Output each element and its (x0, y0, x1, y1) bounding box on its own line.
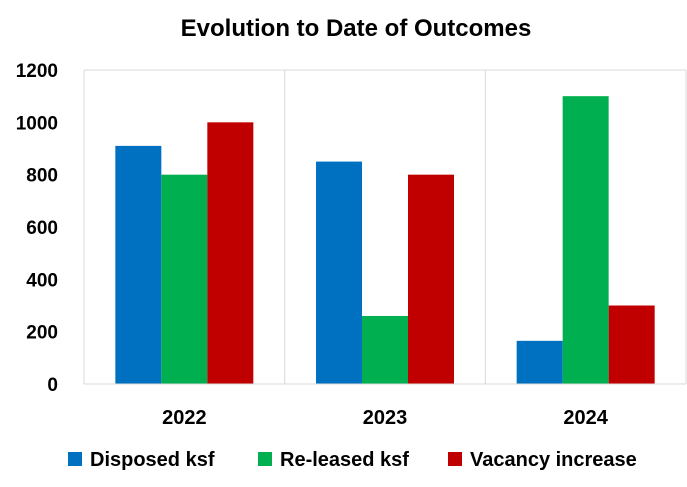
y-tick-label: 1000 (16, 113, 58, 134)
legend-label: Vacancy increase (470, 449, 637, 471)
x-tick-label: 2024 (563, 407, 608, 429)
chart-title: Evolution to Date of Outcomes (181, 15, 532, 42)
plot-area: 0 200 400 600 800 1000 1200 2022 2023 2024 (16, 61, 687, 429)
legend: Disposed ksf Re-leased ksf Vacancy increas… (68, 449, 637, 471)
legend-swatch (448, 452, 462, 466)
bar-disposed-ksf-2024 (516, 340, 563, 384)
bar-disposed-ksf-2022 (115, 145, 162, 384)
legend-label: Disposed ksf (90, 449, 215, 471)
x-tick-label: 2022 (162, 407, 207, 429)
bar-vacancy-increase-2024 (608, 305, 655, 384)
legend-swatch (258, 452, 272, 466)
y-tick-label: 200 (26, 323, 58, 344)
y-tick-label: 800 (26, 166, 58, 187)
y-tick-label: 400 (26, 270, 58, 291)
bar-vacancy-increase-2022 (207, 122, 254, 384)
bar-re-leased-ksf-2024 (562, 96, 609, 385)
bar-re-leased-ksf-2023 (362, 315, 408, 384)
bar-re-leased-ksf-2022 (161, 174, 208, 384)
legend-label: Re-leased ksf (280, 449, 409, 471)
bar-vacancy-increase-2023 (408, 174, 454, 384)
legend-swatch (68, 452, 82, 466)
bar-disposed-ksf-2023 (316, 161, 362, 384)
x-tick-label: 2023 (363, 407, 408, 429)
y-tick-label: 600 (26, 218, 58, 239)
y-tick-label: 0 (47, 375, 58, 396)
y-tick-label: 1200 (16, 61, 58, 82)
